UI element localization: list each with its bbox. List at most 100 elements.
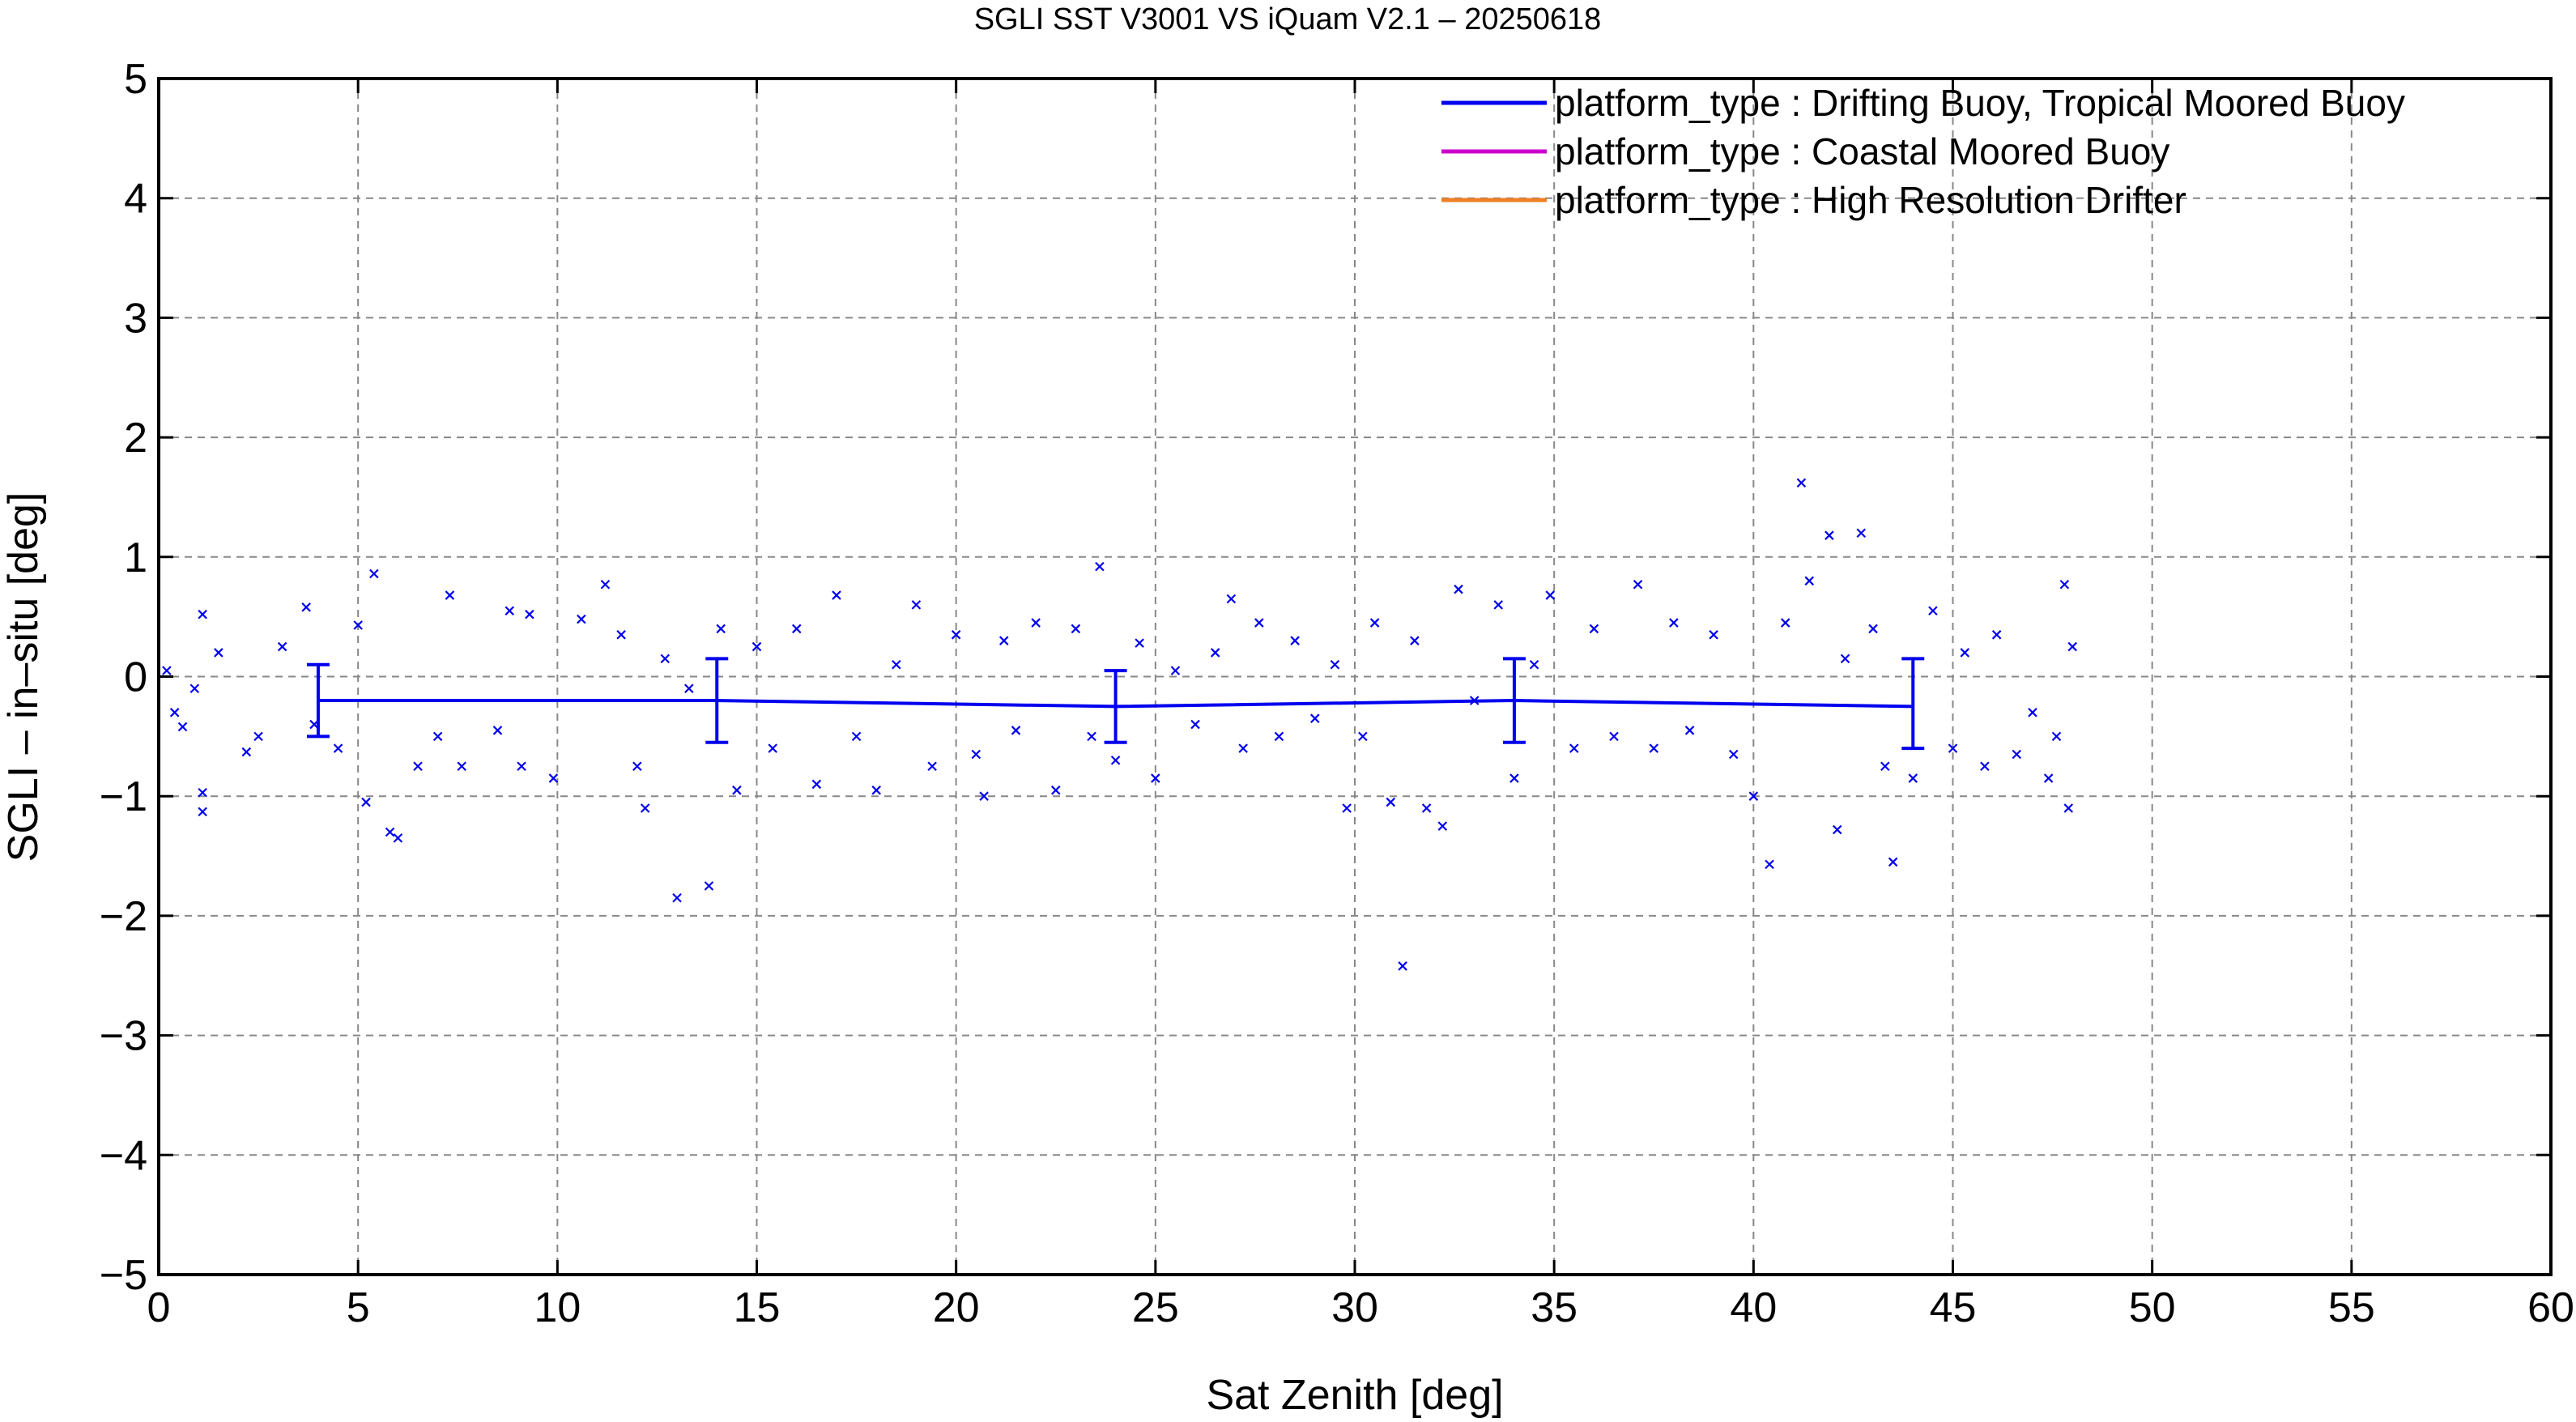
data-point [1309,713,1320,723]
data-point [457,761,466,772]
data-point [253,731,263,742]
grid-lines [159,79,2551,1275]
data-point [811,779,822,790]
data-point [2051,731,2062,742]
data-point [2012,749,2022,760]
data-point [971,749,981,760]
data-point [214,648,224,658]
data-point [1469,696,1480,705]
data-point [1840,654,1850,664]
y-tick-label: 0 [124,654,147,701]
data-point [1386,797,1396,807]
data-point [1437,821,1448,831]
data-point [768,743,777,753]
data-point [1960,648,1970,658]
data-point [525,609,534,619]
legend-label-coastal-moored-buoy: platform_type : Coastal Moored Buoy [1555,130,2169,172]
data-point [732,786,742,795]
x-axis-label: Sat Zenith [deg] [1206,1372,1503,1419]
x-tick-label: 30 [1331,1284,1378,1331]
data-point [892,659,901,670]
data-point [1709,630,1718,640]
data-point [1369,618,1380,628]
data-point [791,624,802,634]
data-point [1509,773,1519,783]
data-point [198,609,207,619]
data-point [1529,659,1539,670]
data-point [169,708,180,717]
y-tick-label: −3 [100,1013,147,1060]
data-point [445,590,455,600]
data-point [998,636,1009,645]
data-point [1410,636,1420,645]
data-point [1190,719,1200,730]
data-point [2028,708,2037,717]
data-point [1824,530,1834,540]
data-point [2043,773,2054,783]
x-tick-label: 10 [534,1284,581,1331]
data-point [1991,630,2002,640]
y-tick-label: 4 [124,176,147,223]
data-point [333,743,343,753]
x-tick-label: 35 [1531,1284,1578,1331]
data-point [1421,803,1432,813]
data-point [1880,761,1890,772]
data-point [1151,773,1160,783]
data-point [871,786,881,795]
data-point [1928,606,1938,616]
data-point [1135,638,1144,648]
y-tick-label: 3 [124,295,147,342]
data-point [1238,743,1248,753]
y-axis-label: SGLI – in–situ [deg] [0,492,47,862]
x-tick-label: 55 [2328,1284,2375,1331]
data-point [1342,803,1352,813]
y-tick-label: −4 [100,1132,147,1179]
y-tick-label: 2 [124,415,147,462]
data-point [241,747,252,757]
data-point [752,641,762,652]
data-point [704,881,714,891]
data-point [1868,624,1878,634]
data-point [1684,726,1695,735]
x-tick-label: 25 [1132,1284,1179,1331]
legend-label-drifting-buoy: platform_type : Drifting Buoy, Tropical … [1555,82,2405,124]
data-point [1609,731,1619,742]
data-point [505,606,515,616]
data-point [492,726,503,735]
data-point [361,797,371,807]
data-point [1226,594,1237,604]
data-layer [162,478,2077,971]
x-tick-label: 15 [734,1284,781,1331]
data-point [413,761,423,772]
data-point [660,654,671,664]
data-point [577,614,586,624]
data-point [1796,478,1807,488]
data-point [162,666,172,675]
data-point [198,807,207,817]
data-point [1633,579,1643,590]
data-point [2063,803,2074,813]
x-tick-label: 50 [2129,1284,2176,1331]
data-point [1011,726,1021,735]
data-point [198,787,207,798]
x-tick-label: 0 [147,1284,171,1331]
data-point [393,833,403,843]
y-tick-label: −5 [100,1252,147,1299]
data-point [1087,731,1096,742]
data-point [927,761,937,772]
data-point [1095,561,1105,572]
data-point [369,568,379,579]
data-point [1832,824,1842,835]
data-point [1780,618,1790,628]
data-point [1948,743,1958,753]
data-point [1669,618,1679,628]
y-tick-label: 1 [124,534,147,581]
data-point [548,773,559,783]
data-point [1545,590,1556,600]
data-point [309,719,319,730]
data-point [189,683,200,694]
data-point [832,590,841,600]
data-point [672,892,682,903]
legend: platform_type : Drifting Buoy, Tropical … [1441,82,2405,221]
